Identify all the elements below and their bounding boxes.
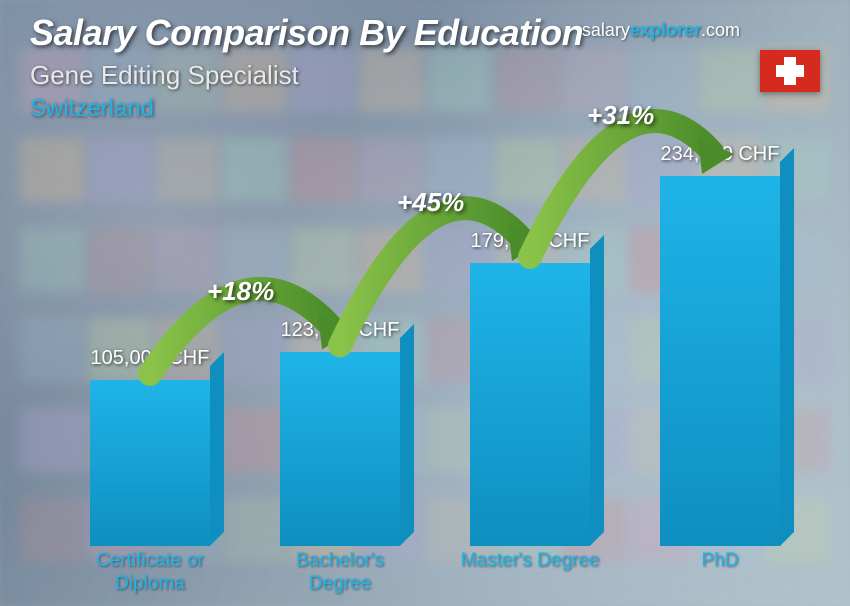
bar-value-label: 105,000 CHF <box>91 347 210 370</box>
bar <box>280 352 400 546</box>
logo-prefix: salary <box>582 20 630 40</box>
bar-category-label: Bachelor's Degree <box>270 550 410 596</box>
country-name: Switzerland <box>30 95 820 123</box>
bar-category-label: Certificate or Diploma <box>80 550 220 596</box>
bar <box>470 263 590 546</box>
bar <box>90 380 210 546</box>
country-flag-icon <box>760 50 820 92</box>
bar-group: 105,000 CHF <box>80 347 220 546</box>
bar-value-label: 123,000 CHF <box>281 319 400 342</box>
bar-front-face <box>660 176 780 546</box>
bar-group: 179,000 CHF <box>460 230 600 546</box>
bars-container: 105,000 CHF 123,000 CHF 179,000 CHF 234,… <box>80 146 790 546</box>
bar-front-face <box>90 380 210 546</box>
bar-category-label: Master's Degree <box>460 550 600 596</box>
salary-bar-chart: 105,000 CHF 123,000 CHF 179,000 CHF 234,… <box>0 136 820 606</box>
flag-cross-horizontal <box>776 65 804 77</box>
bar-front-face <box>470 263 590 546</box>
bar-value-label: 179,000 CHF <box>471 230 590 253</box>
job-title: Gene Editing Specialist <box>30 60 820 91</box>
bar-side-face <box>210 352 224 546</box>
bar-front-face <box>280 352 400 546</box>
bar-side-face <box>400 324 414 546</box>
bar-group: 123,000 CHF <box>270 319 410 546</box>
bar-side-face <box>590 235 604 546</box>
bar-side-face <box>780 148 794 546</box>
bar <box>660 176 780 546</box>
labels-container: Certificate or Diploma Bachelor's Degree M… <box>80 550 790 596</box>
logo-accent: explorer <box>630 20 701 40</box>
site-logo: salaryexplorer.com <box>582 20 740 41</box>
logo-suffix: .com <box>701 20 740 40</box>
bar-value-label: 234,000 CHF <box>661 143 780 166</box>
bar-category-label: PhD <box>650 550 790 596</box>
bar-group: 234,000 CHF <box>650 143 790 546</box>
